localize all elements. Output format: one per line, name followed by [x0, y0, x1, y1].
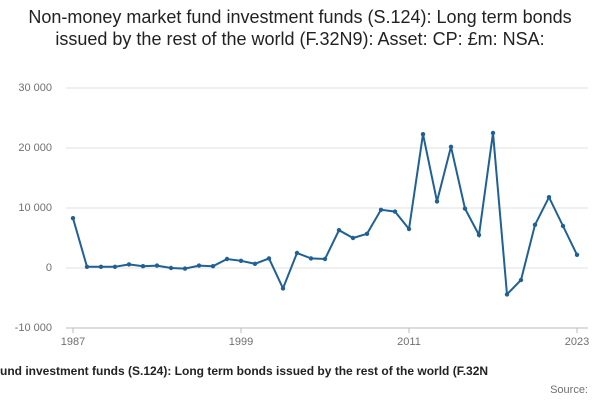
data-point	[238, 258, 244, 263]
y-tick-label: 10 000	[18, 202, 52, 214]
data-point	[182, 266, 188, 271]
x-axis-label: und investment funds (S.124): Long term …	[0, 364, 488, 378]
data-point	[378, 207, 384, 212]
x-tick-label: 2011	[397, 336, 421, 348]
data-line	[72, 132, 578, 297]
data-point	[574, 252, 580, 257]
data-point	[448, 144, 454, 149]
data-point	[126, 262, 132, 267]
data-point	[532, 222, 538, 227]
data-point	[476, 232, 482, 238]
data-point	[252, 261, 258, 266]
data-point	[364, 231, 370, 236]
data-point	[462, 206, 468, 211]
data-point	[504, 292, 510, 297]
data-point	[280, 286, 286, 291]
data-point	[112, 264, 118, 269]
data-point	[140, 264, 146, 269]
data-point	[210, 264, 216, 269]
data-point	[490, 130, 496, 136]
data-point	[224, 256, 230, 262]
data-point	[350, 235, 356, 241]
chart-title: Non-money market fund investment funds (…	[28, 7, 572, 49]
data-point	[420, 132, 426, 137]
y-tick-label: 30 000	[18, 82, 52, 94]
data-point	[84, 264, 90, 269]
x-tick-label: 2023	[565, 336, 589, 348]
data-point	[560, 223, 566, 229]
data-point	[322, 256, 328, 262]
data-point	[154, 263, 160, 268]
source: Source:	[550, 384, 588, 396]
data-point	[196, 263, 202, 268]
data-point	[294, 250, 300, 256]
data-point	[546, 195, 552, 200]
data-point	[266, 256, 272, 261]
data-point	[518, 277, 524, 283]
data-point	[406, 226, 412, 232]
data-point	[168, 265, 174, 271]
y-tick-label: -10 000	[15, 322, 52, 334]
y-tick-label: 20 000	[18, 142, 52, 154]
data-point	[70, 216, 76, 221]
data-point	[308, 256, 314, 261]
data-point	[98, 264, 104, 269]
x-tick-label: 1987	[61, 336, 85, 348]
data-point	[336, 228, 342, 233]
data-point	[392, 209, 398, 214]
x-tick-label: 1999	[229, 336, 253, 348]
y-tick-label: 0	[46, 262, 52, 274]
data-point	[434, 199, 440, 204]
